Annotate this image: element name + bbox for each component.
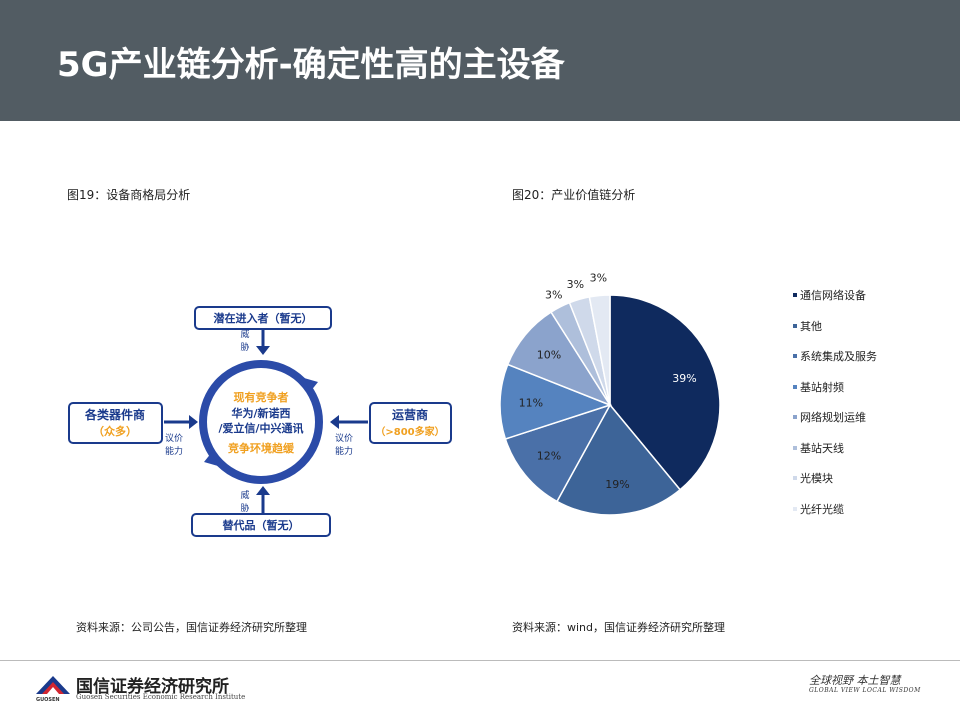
substitutes-label: 替代品（暂无） — [223, 518, 300, 532]
competitors-line-2: /爱立信/中兴通讯 — [218, 421, 303, 435]
pie-label-0: 39% — [672, 372, 696, 385]
left-bargain-label-1: 议价 — [165, 433, 183, 444]
competition-ring — [199, 360, 323, 484]
legend-swatch-5 — [793, 445, 797, 450]
bottom-threat-label-2: 胁 — [240, 503, 249, 514]
company-name-cn: 国信证券经济研究所 — [76, 677, 229, 697]
potential-entrants-label: 潜在进入者（暂无） — [214, 311, 313, 325]
top-threat-label-2: 胁 — [240, 342, 249, 353]
legend-swatch-3 — [793, 384, 797, 389]
slogan-cn: 全球视野 本土智慧 — [809, 674, 901, 687]
pie-label-3: 11% — [519, 397, 543, 410]
competitors-line-1: 华为/新诺西 — [231, 406, 290, 420]
pie-slice-2 — [504, 403, 612, 503]
page-title: 5G产业链分析-确定性高的主设备 — [57, 45, 565, 85]
legend-swatch-2 — [793, 354, 797, 358]
legend-label-4: 网络规划运维 — [800, 411, 866, 424]
legend-label-5: 基站天线 — [800, 441, 844, 455]
guosen-logo-icon — [36, 676, 70, 694]
pie-slice-0 — [609, 294, 721, 491]
title-bar: 5G产业链分析-确定性高的主设备 — [0, 0, 960, 121]
legend-label-1: 其他 — [800, 319, 822, 333]
pie-label-1: 19% — [605, 478, 629, 491]
right-bargain-label-2: 能力 — [335, 445, 353, 457]
existing-competitors-label: 现有竞争者 — [234, 390, 289, 404]
pie-slice-1 — [555, 403, 682, 516]
suppliers-title: 各类器件商 — [84, 407, 145, 422]
legend-swatch-6 — [793, 476, 797, 480]
pie-label-7: 3% — [590, 272, 607, 285]
legend-label-0: 通信网络设备 — [800, 289, 866, 302]
value-chain-pie-chart: 39% 19% 12% 11% 10% 3% 3% 3% — [499, 272, 721, 516]
company-name-en: Guosen Securities Economic Research Inst… — [76, 693, 246, 701]
figure19-caption: 图19：设备商格局分析 — [67, 188, 191, 202]
operators-box — [369, 402, 452, 444]
competition-diagram: 潜在进入者（暂无） 威 胁 现有竞争者 华为/新诺西 /爱立信/中兴通讯 竞争环… — [68, 306, 452, 537]
left-bargain-label-2: 能力 — [165, 445, 183, 457]
pie-label-2: 12% — [537, 449, 561, 462]
legend-label-6: 光模块 — [800, 472, 833, 485]
slogan-en: GLOBAL VIEW LOCAL WISDOM — [809, 687, 921, 694]
right-bargain-label-1: 议价 — [335, 433, 353, 444]
legend-swatch-0 — [793, 293, 797, 297]
figure20-source: 资料来源：wind，国信证券经济研究所整理 — [512, 621, 726, 634]
bottom-threat-label-1: 威 — [240, 489, 249, 501]
competition-trend-label: 竞争环境趋缓 — [228, 441, 295, 455]
footer-divider — [0, 660, 960, 661]
logo-wordmark: GUOSEN — [36, 697, 60, 703]
substitutes-box — [191, 513, 331, 537]
suppliers-box — [68, 402, 163, 444]
pie-label-5: 3% — [545, 289, 562, 302]
figure20-caption: 图20：产业价值链分析 — [512, 188, 636, 202]
legend-swatch-4 — [793, 415, 797, 419]
operators-title: 运营商 — [392, 407, 428, 422]
potential-entrants-box — [194, 306, 332, 330]
legend-label-3: 基站射频 — [800, 380, 844, 394]
operators-sub: （>800多家） — [375, 425, 444, 438]
suppliers-sub: （众多） — [93, 424, 137, 438]
figure19-source: 资料来源：公司公告，国信证券经济研究所整理 — [76, 621, 307, 634]
pie-slice-7 — [588, 294, 611, 406]
pie-label-6: 3% — [567, 278, 584, 291]
legend-swatch-7 — [793, 506, 797, 511]
legend-label-2: 系统集成及服务 — [800, 350, 877, 363]
pie-label-4: 10% — [537, 349, 561, 362]
top-threat-label-1: 威 — [240, 328, 249, 340]
legend-label-7: 光纤光缆 — [800, 502, 844, 516]
legend-swatch-1 — [793, 323, 797, 328]
pie-slice-3 — [499, 363, 613, 440]
